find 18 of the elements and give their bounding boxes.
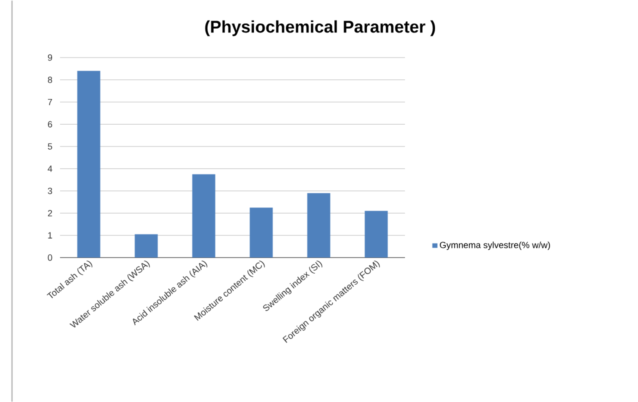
y-tick-label: 1 [48,232,52,238]
y-tick-label: 0 [48,254,52,261]
chart-title: (Physiochemical Parameter ) [205,20,436,36]
bar [77,70,100,258]
bar [134,234,158,258]
y-tick-label: 7 [48,98,52,106]
legend-label: Gymnema sylvestre(% w/w) [440,242,550,250]
y-tick-label: 9 [48,54,52,61]
y-tick-label: 4 [48,166,52,172]
y-tick-label: 5 [48,143,52,150]
bar [307,193,330,258]
y-tick-label: 3 [48,188,52,194]
y-tick-label: 6 [48,120,52,128]
bar [192,174,216,258]
y-tick-label: 2 [48,210,52,216]
bar [250,207,273,258]
bar [364,210,388,258]
y-tick-label: 8 [48,76,52,83]
